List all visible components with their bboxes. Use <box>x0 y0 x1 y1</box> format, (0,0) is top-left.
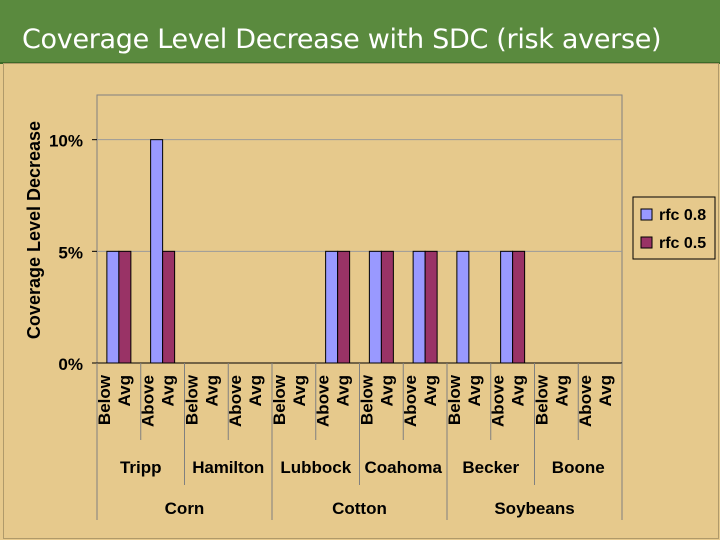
category-label: Avg <box>421 375 440 407</box>
category-label: Avg <box>159 375 178 407</box>
y-tick-label: 0% <box>58 355 83 374</box>
legend-box <box>632 196 716 260</box>
crop-label: Cotton <box>332 499 387 518</box>
slide-title: Coverage Level Decrease with SDC (risk a… <box>22 24 662 55</box>
category-label: Above <box>401 375 420 427</box>
location-label: Hamilton <box>192 458 264 477</box>
y-tick-label: 5% <box>58 243 83 262</box>
location-label: Becker <box>462 458 519 477</box>
category-label: Below <box>532 374 551 425</box>
bar-rfc-05 <box>118 250 132 364</box>
category-label: Above <box>139 375 158 427</box>
legend-swatch <box>640 208 653 221</box>
category-label: Avg <box>290 375 309 407</box>
y-axis-title: Coverage Level Decrease <box>24 121 44 339</box>
category-label: Avg <box>465 375 484 407</box>
category-label: Avg <box>202 375 221 407</box>
legend-label: rfc 0.5 <box>659 235 706 252</box>
bar-rfc-05 <box>424 250 438 364</box>
legend-swatch <box>640 236 653 249</box>
category-label: Below <box>95 374 114 425</box>
category-label: Below <box>270 374 289 425</box>
y-tick-label: 10% <box>49 132 83 151</box>
location-label: Boone <box>552 458 605 477</box>
location-label: Coahoma <box>365 458 443 477</box>
bar-rfc-08 <box>368 250 382 364</box>
category-label: Avg <box>115 375 134 407</box>
bar-rfc-08 <box>325 250 339 364</box>
bar-rfc-05 <box>380 250 394 364</box>
category-label: Below <box>357 374 376 425</box>
category-label: Above <box>489 375 508 427</box>
category-label: Below <box>445 374 464 425</box>
bar-rfc-05 <box>337 250 351 364</box>
category-label: Above <box>576 375 595 427</box>
location-label: Lubbock <box>280 458 351 477</box>
category-label: Above <box>314 375 333 427</box>
category-label: Avg <box>246 375 265 407</box>
category-label: Below <box>182 374 201 425</box>
category-label: Above <box>226 375 245 427</box>
bar-rfc-08 <box>106 250 120 364</box>
category-label: Avg <box>377 375 396 407</box>
bar-rfc-08 <box>412 250 426 364</box>
legend-label: rfc 0.8 <box>659 207 706 224</box>
bar-rfc-08 <box>456 250 470 364</box>
plot-area <box>96 94 623 364</box>
bar-rfc-08 <box>500 250 514 364</box>
crop-label: Soybeans <box>494 499 574 518</box>
location-label: Tripp <box>120 458 162 477</box>
crop-label: Corn <box>165 499 205 518</box>
category-label: Avg <box>509 375 528 407</box>
bar-rfc-08 <box>150 139 164 364</box>
category-label: Avg <box>596 375 615 407</box>
bar-rfc-05 <box>162 250 176 364</box>
category-label: Avg <box>334 375 353 407</box>
bar-rfc-05 <box>512 250 526 364</box>
category-label: Avg <box>552 375 571 407</box>
